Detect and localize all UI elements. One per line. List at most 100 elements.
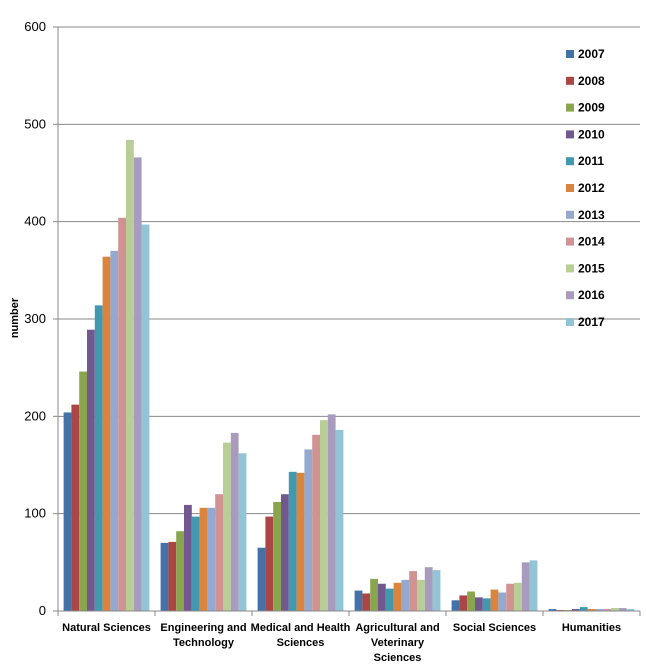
legend-swatch: [566, 318, 574, 326]
x-category-label: Engineering and Technology: [160, 622, 246, 649]
bar: [296, 472, 305, 611]
bar: [362, 593, 371, 611]
legend-label: 2011: [578, 154, 604, 168]
legend-label: 2014: [578, 235, 605, 249]
bar: [572, 609, 580, 611]
legend-label: 2017: [578, 315, 605, 329]
bar: [451, 600, 460, 611]
bar: [207, 507, 216, 611]
bar: [312, 434, 320, 611]
bar: [257, 547, 266, 611]
bar: [587, 609, 596, 611]
bar: [595, 609, 604, 611]
bar: [160, 542, 169, 611]
y-axis-ticks: 0 100 200 300 400 500 600: [24, 19, 46, 618]
legend-swatch: [566, 291, 574, 300]
bar: [265, 516, 274, 611]
bar: [482, 598, 491, 611]
bar: [320, 420, 328, 611]
bar: [618, 608, 627, 611]
x-category-label: Agricultural and Veterinary Sciences: [355, 622, 439, 664]
bar: [94, 305, 103, 611]
x-category-label: Social Sciences: [453, 622, 536, 634]
bar: [184, 504, 192, 611]
y-tick-label: 500: [24, 116, 46, 131]
y-tick-label: 300: [24, 311, 46, 326]
legend-swatch: [566, 157, 574, 166]
y-tick-label: 400: [24, 214, 46, 229]
bar: [304, 449, 313, 611]
bar: [459, 595, 468, 611]
legend-swatch: [566, 184, 574, 192]
bar: [327, 414, 336, 611]
legend-label: 2007: [578, 47, 605, 61]
bar: [498, 592, 507, 611]
bar: [409, 571, 417, 611]
legend-label: 2016: [578, 288, 605, 302]
bar: [432, 570, 441, 611]
bar: [110, 250, 119, 611]
bars: [63, 139, 635, 612]
legend: 2007 2008 2009 2010 2011 2012 2013 2014 2015 2016…: [566, 47, 605, 329]
legend-swatch: [566, 76, 574, 85]
bar: [133, 157, 142, 611]
x-category-label: Medical and Health Sciences: [251, 622, 351, 649]
bar: [238, 453, 247, 611]
bar: [401, 579, 410, 611]
legend-swatch: [566, 237, 574, 246]
legend-swatch: [566, 210, 574, 219]
bar: [281, 494, 289, 611]
bar: [521, 562, 530, 611]
legend-label: 2010: [578, 127, 605, 141]
bar: [71, 404, 80, 611]
bar: [579, 607, 588, 611]
bar: [385, 588, 394, 611]
x-axis-categories: Natural Sciences Engineering and Technolog…: [62, 622, 621, 664]
bar: [118, 217, 126, 612]
bar: [79, 371, 87, 611]
bar: [63, 412, 72, 611]
bar: [490, 589, 499, 611]
bar: [191, 516, 200, 611]
bar: [87, 329, 95, 611]
bar: [514, 582, 522, 611]
legend-label: 2012: [578, 181, 605, 195]
bar: [417, 579, 425, 611]
legend-swatch: [566, 130, 574, 139]
bar: [467, 591, 475, 611]
bar: [611, 608, 619, 611]
axes: [53, 26, 641, 616]
legend-label: 2015: [578, 261, 605, 275]
legend-swatch: [566, 50, 574, 58]
bar: [354, 590, 363, 611]
x-category-label: Natural Sciences: [62, 622, 151, 634]
bar: [370, 578, 378, 611]
bar: [223, 442, 231, 611]
bar: [626, 609, 635, 611]
bar: [141, 224, 150, 611]
x-category-label: Humanities: [562, 622, 621, 634]
bar: [288, 471, 297, 611]
bar: [102, 256, 111, 611]
legend-label: 2013: [578, 208, 605, 222]
bar: [393, 582, 402, 611]
bar: [168, 541, 177, 611]
bar: [475, 597, 483, 611]
gridlines: [58, 26, 640, 515]
y-tick-label: 0: [39, 603, 46, 618]
legend-label: 2009: [578, 101, 605, 115]
bar: [215, 494, 223, 611]
bar: [126, 139, 134, 611]
bar: [529, 560, 538, 611]
bar: [273, 501, 281, 611]
bar: [548, 609, 557, 611]
legend-swatch: [566, 264, 574, 273]
bar: [230, 432, 239, 611]
bar: [176, 531, 184, 611]
bar: [603, 609, 611, 611]
y-tick-label: 600: [24, 19, 46, 34]
bar: [424, 567, 433, 611]
bar: [199, 507, 208, 611]
bar: [506, 583, 514, 611]
